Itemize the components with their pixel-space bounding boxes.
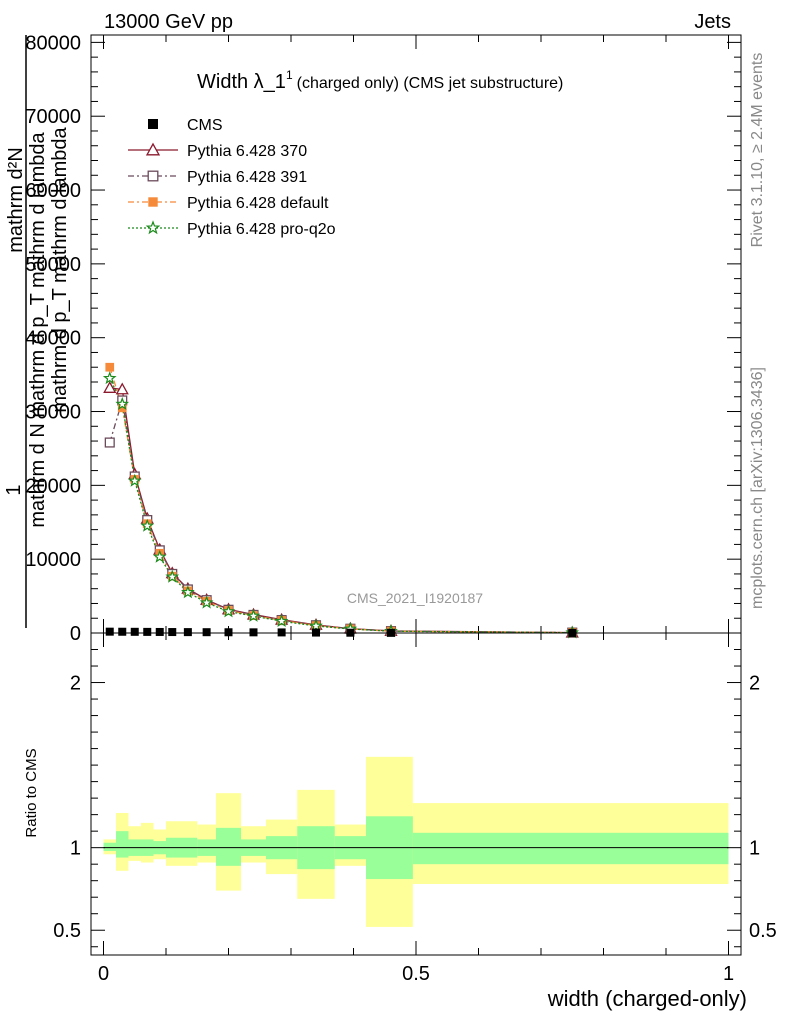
ratio-axis-ticks: 0.5 0.5 1 1 2 2 0 0.5 1 [53,633,777,985]
series-3-point [246,608,261,622]
mcplots-source-label: mcplots.cern.ch [arXiv:1306.3436] [749,367,766,609]
series-line-1 [109,400,573,634]
ratio-band-green [116,831,129,858]
ratio-band-green [412,832,729,865]
ratio-band-green [216,827,241,866]
cms-point [168,628,177,637]
ratio-tick-label-right: 2 [749,673,760,695]
y-tick-label: 20000 [25,475,81,497]
ratio-tick-label: 0.5 [53,920,81,942]
cms-point [118,627,127,636]
y-tick-label: 50000 [25,254,81,276]
series-3-point [165,569,180,583]
x-axis-label: width (charged-only) [547,986,747,1011]
legend-marker-0 [145,142,161,156]
cms-point [277,628,286,637]
series-2-point [105,362,115,372]
series-1-point [104,437,115,448]
cms-point [224,628,233,637]
header-energy-label: 13000 GeV pp [104,11,233,33]
series-3-point [221,604,236,618]
legend-cms-label: CMS [187,117,223,134]
legend-label-3: Pythia 6.428 pro-q2o [187,221,336,238]
series-3-point [181,585,195,599]
series-line-2 [109,367,573,634]
y-label-line-3: mathrm d N mathrm d p_T mathrm d lambda [27,131,49,527]
ratio-uncertainty-bands [103,756,729,927]
x-tick-label: 1 [723,963,734,985]
y-tick-label: 30000 [25,402,81,424]
cms-point [130,627,139,636]
main-axis-ticks: 0 10000 20000 30000 40000 50000 60000 70000 8000… [25,32,741,645]
legend-label-2: Pythia 6.428 default [187,195,329,212]
x-tick-label: 0 [98,963,109,985]
y-tick-label: 60000 [25,180,81,202]
ratio-tick-label-right: 0.5 [749,920,777,942]
series-line-3 [109,378,573,634]
cms-point [202,628,211,637]
y-label-line-2: 1 [3,484,25,495]
series-3-point [127,473,142,487]
ratio-tick-label-right: 1 [749,838,760,860]
legend-label-0: Pythia 6.428 370 [187,143,307,160]
legend-marker-2 [148,197,158,207]
y-label-line-1: mathrm d²N [5,147,27,253]
y-tick-label: 10000 [25,549,81,571]
series-3-point [140,518,155,532]
main-series-lines [109,367,573,634]
legend-label-1: Pythia 6.428 391 [187,169,307,186]
series-3-point [199,595,214,609]
x-tick-label: 0.5 [402,963,430,985]
ratio-y-axis-label: Ratio to CMS [23,748,40,837]
series-3-point [102,371,117,385]
legend-marker-1 [147,170,159,182]
y-tick-label: 70000 [25,106,81,128]
series-3-point [309,618,323,632]
cms-point [249,628,258,637]
analysis-watermark: CMS_2021_I1920187 [347,590,483,606]
ratio-tick-label: 2 [70,673,81,695]
ratio-tick-label: 1 [70,838,81,860]
series-3-point [152,549,167,563]
ratio-band-green [103,842,116,851]
cms-point [155,627,164,636]
series-3-point [274,613,289,628]
ratio-plot-frame [90,632,742,956]
legend: CMS Pythia 6.428 370 Pythia 6.428 391 Pythi… [128,117,336,238]
main-series-markers [102,362,580,639]
series-0-point [115,382,129,395]
series-3-point [115,396,130,410]
chart-title: Width λ_11 (charged only) (CMS jet substr… [197,68,563,93]
rivet-version-label: Rivet 3.1.10, ≥ 2.4M events [749,53,766,248]
y-tick-label: 80000 [25,32,81,54]
y-tick-label: 40000 [25,328,81,350]
series-0-point [103,381,117,393]
legend-cms-marker [148,119,158,129]
header-group-label: Jets [694,11,731,33]
series-line-0 [109,387,573,634]
legend-marker-3 [145,220,161,235]
cms-point [183,628,192,637]
cms-point [105,627,114,636]
y-axis-label: mathrm d²N 1 mathrm d N mathrm d p_T mat… [3,35,71,628]
cms-point [143,627,152,636]
y-label-line-4: mathrm d p_T mathrm d lambda [49,126,71,412]
y-tick-label: 0 [70,623,81,645]
